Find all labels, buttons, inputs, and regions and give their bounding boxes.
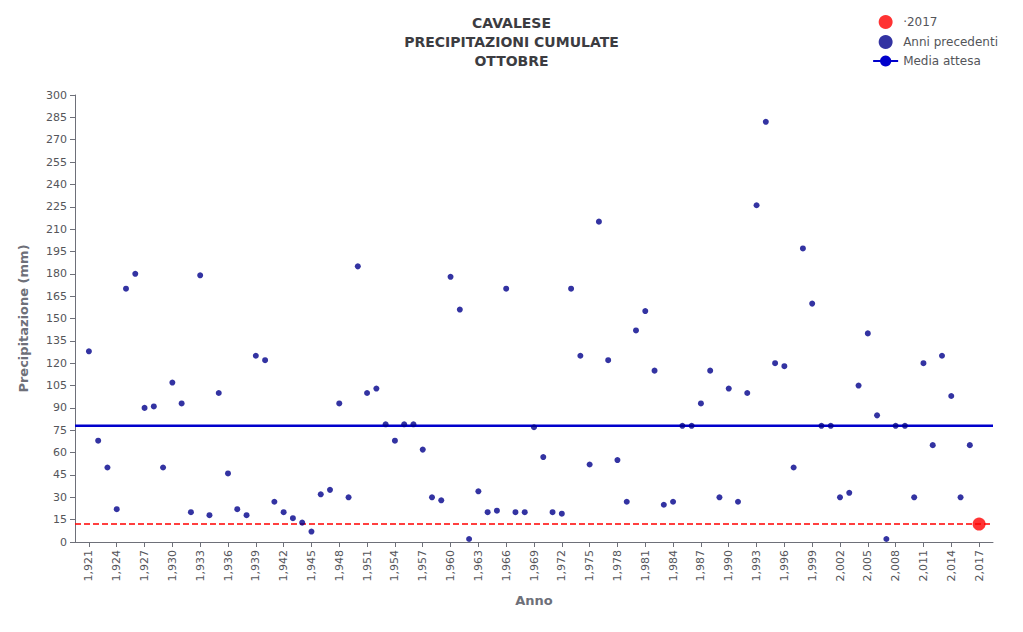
svg-text:1,966: 1,966 [500,550,513,582]
svg-text:300: 300 [46,89,67,102]
svg-text:Anno: Anno [515,593,553,608]
svg-text:0: 0 [60,536,67,549]
svg-text:1,990: 1,990 [722,550,735,582]
svg-text:2,017: 2,017 [973,550,986,582]
svg-text:CAVALESE: CAVALESE [472,15,551,31]
svg-text:15: 15 [53,513,67,526]
svg-text:·2017: ·2017 [903,15,937,29]
svg-text:1,933: 1,933 [194,550,207,582]
svg-text:1,942: 1,942 [277,550,290,582]
svg-text:1,960: 1,960 [444,550,457,582]
svg-text:1,945: 1,945 [305,550,318,582]
svg-text:285: 285 [46,111,67,124]
svg-text:1,993: 1,993 [750,550,763,582]
svg-text:1,954: 1,954 [388,550,401,582]
svg-text:1,969: 1,969 [528,550,541,582]
svg-text:Precipitazione (mm): Precipitazione (mm) [16,244,31,392]
svg-text:1,999: 1,999 [806,550,819,582]
svg-text:120: 120 [46,357,67,370]
svg-text:135: 135 [46,334,67,347]
svg-text:Anni precedenti: Anni precedenti [903,35,998,49]
svg-text:1,924: 1,924 [110,550,123,582]
svg-text:105: 105 [46,379,67,392]
svg-text:45: 45 [53,468,67,481]
svg-text:30: 30 [53,491,67,504]
svg-text:1,996: 1,996 [778,550,791,582]
svg-text:225: 225 [46,200,67,213]
svg-text:1,972: 1,972 [555,550,568,582]
svg-text:2,014: 2,014 [945,550,958,582]
svg-text:180: 180 [46,267,67,280]
svg-text:1,978: 1,978 [611,550,624,582]
svg-text:150: 150 [46,312,67,325]
svg-text:2,011: 2,011 [917,550,930,582]
svg-text:1,963: 1,963 [472,550,485,582]
svg-text:1,957: 1,957 [416,550,429,582]
svg-text:OTTOBRE: OTTOBRE [474,53,548,69]
svg-text:240: 240 [46,178,67,191]
svg-text:1,948: 1,948 [333,550,346,582]
svg-text:1,984: 1,984 [667,550,680,582]
svg-text:270: 270 [46,133,67,146]
svg-text:1,981: 1,981 [639,550,652,582]
svg-text:2,005: 2,005 [861,550,874,582]
svg-text:1,951: 1,951 [361,550,374,582]
svg-text:1,987: 1,987 [694,550,707,582]
svg-text:60: 60 [53,446,67,459]
svg-text:210: 210 [46,223,67,236]
svg-text:1,927: 1,927 [138,550,151,582]
svg-text:195: 195 [46,245,67,258]
svg-text:75: 75 [53,424,67,437]
svg-text:Media attesa: Media attesa [903,54,981,68]
svg-text:2,008: 2,008 [889,550,902,582]
svg-text:1,930: 1,930 [166,550,179,582]
svg-text:1,921: 1,921 [82,550,95,582]
svg-text:1,936: 1,936 [222,550,235,582]
svg-text:PRECIPITAZIONI CUMULATE: PRECIPITAZIONI CUMULATE [404,34,619,50]
svg-text:1,975: 1,975 [583,550,596,582]
svg-text:165: 165 [46,290,67,303]
svg-text:1,939: 1,939 [249,550,262,582]
svg-text:2,002: 2,002 [834,550,847,582]
svg-text:255: 255 [46,156,67,169]
svg-text:90: 90 [53,401,67,414]
